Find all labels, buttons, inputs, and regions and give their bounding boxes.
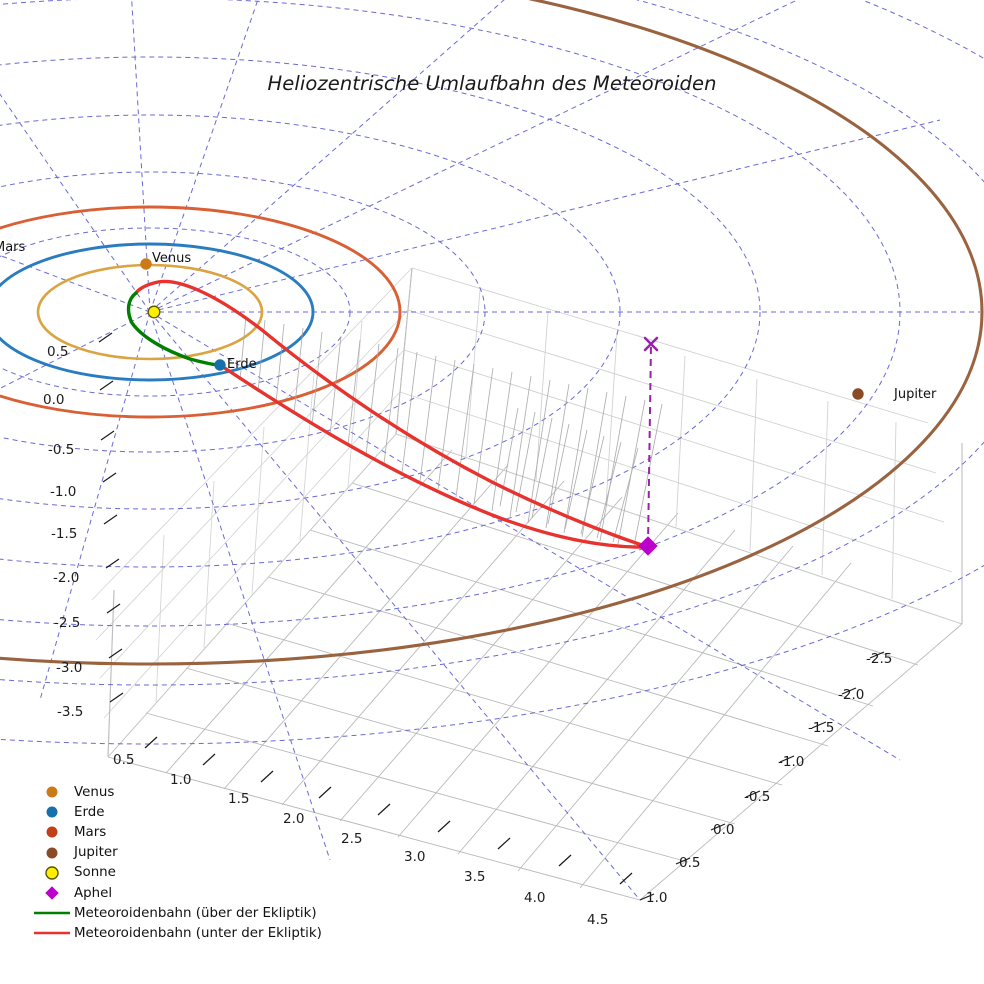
legend-label-mars: Mars [74, 824, 107, 840]
meteoroid-orbit-below-ecliptic [134, 279, 650, 549]
legend-line-orbit-above-icon [30, 903, 74, 923]
legend-item-mars[interactable]: Mars [30, 822, 330, 842]
legend-item-jupiter[interactable]: Jupiter [30, 843, 330, 863]
floor-grid-panel [107, 433, 963, 901]
legend-item-sonne[interactable]: Sonne [30, 863, 330, 883]
meteoroid-stem-lines [239, 315, 663, 547]
polar-reference-grid [0, 0, 984, 901]
legend-line-orbit-below-icon [30, 923, 74, 943]
legend-item-orbit-above[interactable]: Meteoroidenbahn (über der Ekliptik) [30, 903, 330, 923]
planet-orbits [0, 0, 984, 666]
legend-item-venus[interactable]: Venus [30, 782, 330, 802]
legend-label-venus: Venus [74, 784, 115, 800]
marker-jupiter[interactable] [852, 388, 864, 400]
marker-erde[interactable] [214, 359, 226, 371]
aphel-stem-line [647, 343, 652, 547]
back-left-wall-panel [91, 267, 413, 758]
axis-tick-marks [98, 332, 885, 901]
legend-label-erde: Erde [74, 804, 105, 820]
legend-marker-erde-icon [30, 802, 74, 822]
legend-label-aphel: Aphel [74, 885, 113, 901]
legend-marker-venus-icon [30, 782, 74, 802]
legend-marker-aphel-icon [30, 883, 74, 903]
legend: Venus Erde Mars Jupiter Sonne [30, 782, 330, 944]
jupiter-orbit [0, 0, 984, 666]
legend-item-aphel[interactable]: Aphel [30, 883, 330, 903]
legend-item-orbit-below[interactable]: Meteoroidenbahn (unter der Ekliptik) [30, 923, 330, 943]
legend-marker-mars-icon [30, 822, 74, 842]
legend-label-jupiter: Jupiter [74, 845, 118, 861]
legend-label-sonne: Sonne [74, 865, 116, 881]
erde-orbit [0, 242, 315, 382]
aphel-diamond-marker[interactable] [638, 536, 658, 556]
legend-item-erde[interactable]: Erde [30, 802, 330, 822]
mars-orbit [0, 205, 402, 419]
marker-sonne[interactable] [147, 305, 161, 319]
legend-label-orbit-below: Meteoroidenbahn (unter der Ekliptik) [74, 925, 322, 941]
meteoroid-orbit-above-ecliptic [126, 291, 222, 367]
aphel-cross-icon [643, 336, 659, 352]
box-vertical-edges [107, 267, 963, 758]
marker-venus[interactable] [140, 258, 152, 270]
body-markers[interactable] [0, 243, 864, 400]
legend-marker-jupiter-icon [30, 843, 74, 863]
back-right-wall-panel [395, 267, 963, 625]
legend-label-orbit-above: Meteoroidenbahn (über der Ekliptik) [74, 905, 317, 921]
legend-marker-sonne-icon [30, 863, 74, 883]
aphel-group[interactable] [638, 336, 659, 556]
